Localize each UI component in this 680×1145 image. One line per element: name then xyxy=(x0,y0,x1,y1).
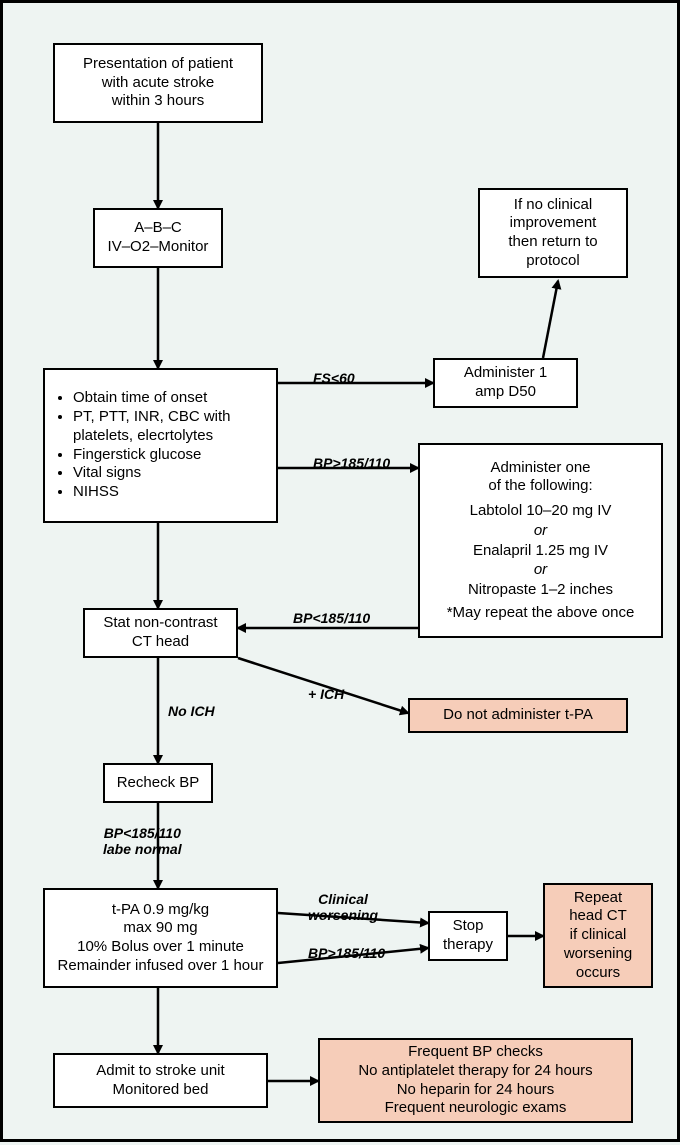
bullet-item: Obtain time of onset xyxy=(73,389,266,408)
edge-label-fs60: FS<60 xyxy=(313,370,355,386)
antihtn-option: Labtolol 10–20 mg IV xyxy=(470,502,612,521)
box-recheck: Recheck BP xyxy=(103,763,213,803)
arrow-d50-to-noimprove xyxy=(543,281,558,358)
bullet-item: NIHSS xyxy=(73,483,266,502)
edge-label-bp_low: BP<185/110 xyxy=(293,610,370,626)
box-stop: Stop therapy xyxy=(428,911,508,961)
box-repeatCT: Repeat head CT if clinical worsening occ… xyxy=(543,883,653,988)
antihtn-option: Enalapril 1.25 mg IV xyxy=(473,542,608,561)
or-text: or xyxy=(534,561,547,580)
box-d50: Administer 1 amp D50 xyxy=(433,358,578,408)
box-assessment: Obtain time of onsetPT, PTT, INR, CBC wi… xyxy=(43,368,278,523)
box-noTpa: Do not administer t-PA xyxy=(408,698,628,733)
edge-label-bp_labe: BP<185/110 labe normal xyxy=(103,825,182,857)
antihtn-title: Administer one of the following: xyxy=(488,459,592,497)
or-text: or xyxy=(534,522,547,541)
antihtn-option: Nitropaste 1–2 inches xyxy=(468,581,613,600)
box-no_improve: If no clinical improvement then return t… xyxy=(478,188,628,278)
antihtn-note: *May repeat the above once xyxy=(447,604,635,623)
edge-label-bp_high2: BP>185/110 xyxy=(308,945,385,961)
box-postcare: Frequent BP checks No antiplatelet thera… xyxy=(318,1038,633,1123)
edge-label-clin_worse: Clinical worsening xyxy=(308,891,378,923)
edge-label-plus_ich: + ICH xyxy=(308,686,344,702)
edge-label-bp_high: BP>185/110 xyxy=(313,455,390,471)
box-tpa: t-PA 0.9 mg/kg max 90 mg 10% Bolus over … xyxy=(43,888,278,988)
bullet-item: Vital signs xyxy=(73,464,266,483)
bullet-item: PT, PTT, INR, CBC with platelets, elecrt… xyxy=(73,408,266,446)
box-antihtn: Administer one of the following: Labtolol… xyxy=(418,443,663,638)
box-abc: A–B–C IV–O2–Monitor xyxy=(93,208,223,268)
box-ct: Stat non-contrast CT head xyxy=(83,608,238,658)
edge-label-no_ich: No ICH xyxy=(168,703,215,719)
box-presentation: Presentation of patient with acute strok… xyxy=(53,43,263,123)
flowchart-canvas: Presentation of patient with acute strok… xyxy=(0,0,680,1142)
bullet-item: Fingerstick glucose xyxy=(73,446,266,465)
box-admit: Admit to stroke unit Monitored bed xyxy=(53,1053,268,1108)
